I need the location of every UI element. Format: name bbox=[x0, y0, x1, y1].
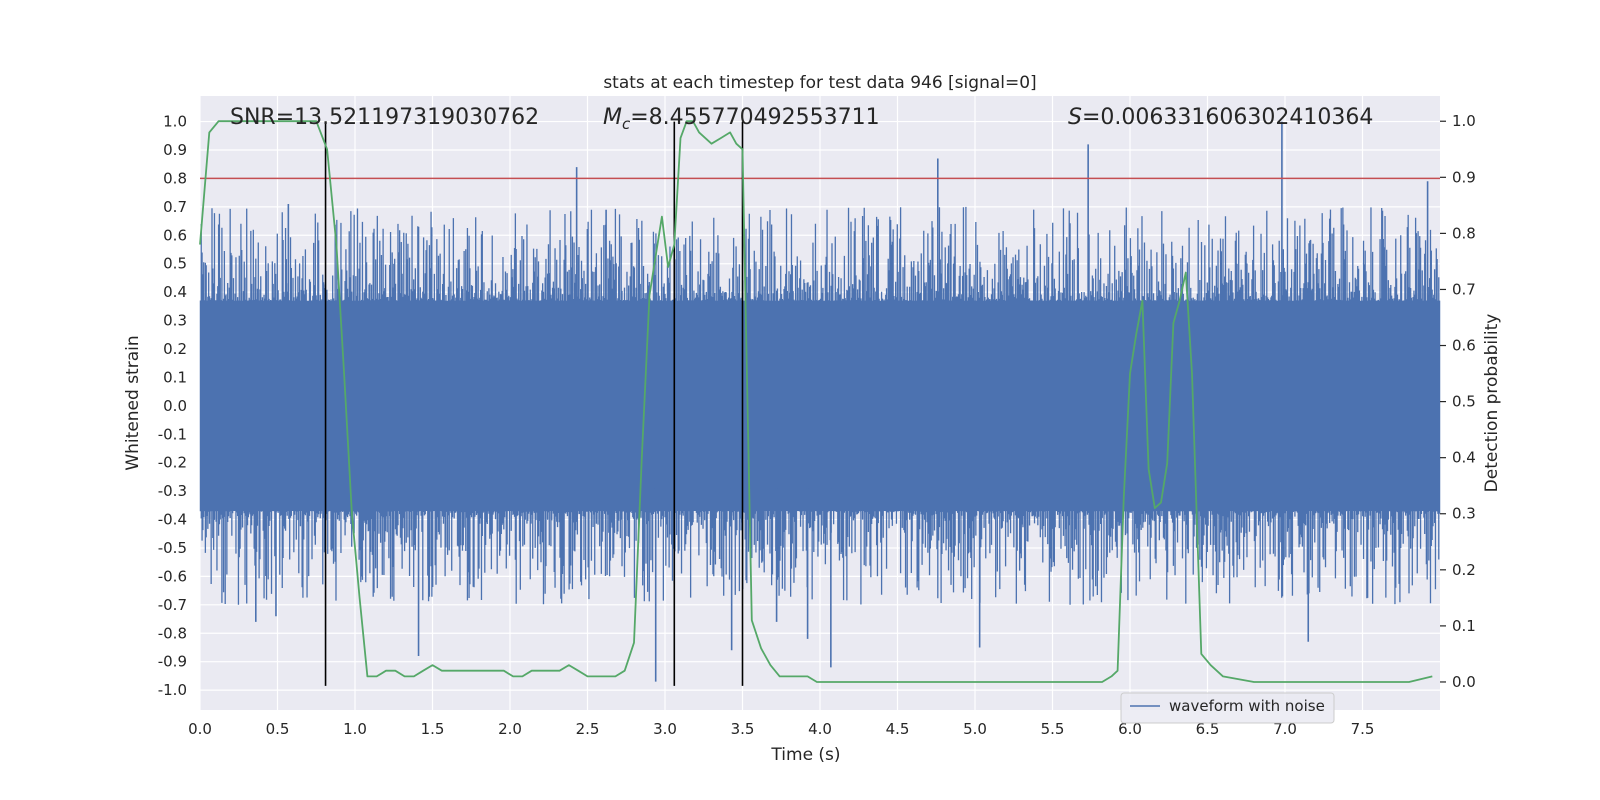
s-symbol: S bbox=[1068, 105, 1082, 130]
s-annotation: S=0.006331606302410364 bbox=[1068, 105, 1373, 130]
y-tick-label: -1.0 bbox=[158, 681, 187, 699]
y-tick-label: 1.0 bbox=[163, 113, 187, 131]
y2-tick-label: 0.4 bbox=[1452, 449, 1476, 467]
probability-series bbox=[199, 120, 1433, 683]
x-tick-label: 7.5 bbox=[1351, 720, 1375, 738]
y-tick-label: 0.5 bbox=[163, 255, 187, 273]
legend-box bbox=[1120, 692, 1335, 724]
y-tick-label: -0.8 bbox=[158, 624, 187, 642]
y2-tick-label: 0.6 bbox=[1452, 337, 1476, 355]
x-tick-label: 1.5 bbox=[421, 720, 445, 738]
y-tick-label: 0.4 bbox=[163, 283, 187, 301]
y2-tick-label: 0.8 bbox=[1452, 224, 1476, 242]
probability-line bbox=[199, 120, 1433, 683]
x-tick-label: 4.0 bbox=[808, 720, 832, 738]
y2-tick-label: 1.0 bbox=[1452, 112, 1476, 130]
y-tick-label: -0.3 bbox=[158, 482, 187, 500]
x-tick-label: 0.5 bbox=[266, 720, 290, 738]
y2-tick-label: 0.7 bbox=[1452, 280, 1476, 298]
y-tick-label: 0.9 bbox=[163, 141, 187, 159]
x-tick-label: 1.0 bbox=[343, 720, 367, 738]
y2-axis-label: Detection probability bbox=[1482, 314, 1502, 493]
y2-tick-label: 0.9 bbox=[1452, 168, 1476, 186]
y2-axis-ticks: 0.0 0.1 0.2 0.3 0.4 0.5 0.6 0.7 0.8 0.9 1.0 bbox=[1440, 112, 1476, 691]
y2-tick-label: 0.5 bbox=[1452, 393, 1476, 411]
y2-tick-label: 0.3 bbox=[1452, 505, 1476, 523]
x-tick-label: 7.0 bbox=[1273, 720, 1297, 738]
legend: waveform with noise bbox=[1120, 692, 1335, 724]
chart-title: stats at each timestep for test data 946… bbox=[603, 73, 1036, 93]
x-tick-label: 5.0 bbox=[963, 720, 987, 738]
chirp-mass-annotation: Mc=8.455770492553711 bbox=[603, 105, 880, 133]
chirp-mass-value: =8.455770492553711 bbox=[630, 105, 879, 130]
y-axis-ticks: -1.0 -0.9 -0.8 -0.7 -0.6 -0.5 -0.4 -0.3 -0.2 -0.1… bbox=[158, 113, 187, 700]
x-tick-label: 4.5 bbox=[886, 720, 910, 738]
x-tick-label: 2.5 bbox=[576, 720, 600, 738]
x-tick-label: 6.0 bbox=[1118, 720, 1142, 738]
y-tick-label: -0.2 bbox=[158, 454, 187, 472]
snr-annotation: SNR=13.521197319030762 bbox=[230, 105, 539, 130]
x-tick-label: 3.0 bbox=[653, 720, 677, 738]
y-axis-label: Whitened strain bbox=[123, 335, 143, 470]
y-tick-label: 0.1 bbox=[163, 368, 187, 386]
y2-tick-label: 0.1 bbox=[1452, 617, 1476, 635]
y-tick-label: 0.6 bbox=[163, 226, 187, 244]
y-tick-label: 0.2 bbox=[163, 340, 187, 358]
x-axis-label: Time (s) bbox=[770, 745, 840, 765]
s-value: =0.006331606302410364 bbox=[1082, 105, 1373, 130]
y-tick-label: 0.8 bbox=[163, 169, 187, 187]
y2-tick-label: 0.0 bbox=[1452, 673, 1476, 691]
legend-label: waveform with noise bbox=[1169, 697, 1325, 715]
x-tick-label: 3.5 bbox=[731, 720, 755, 738]
y-tick-label: 0.0 bbox=[163, 397, 187, 415]
y-tick-label: -0.6 bbox=[158, 567, 187, 585]
y2-tick-label: 0.2 bbox=[1452, 561, 1476, 579]
waveform-series bbox=[199, 121, 1441, 682]
x-axis-ticks: 0.0 0.5 1.0 1.5 2.0 2.5 3.0 3.5 4.0 4.5 5.0 5.5 6.0 6… bbox=[188, 720, 1374, 738]
y-tick-label: 0.3 bbox=[163, 312, 187, 330]
y-tick-label: -0.9 bbox=[158, 653, 187, 671]
chirp-mass-subscript: c bbox=[622, 115, 631, 133]
y-tick-label: 0.7 bbox=[163, 198, 187, 216]
chirp-mass-symbol: M bbox=[603, 105, 622, 130]
x-tick-label: 0.0 bbox=[188, 720, 212, 738]
y-tick-label: -0.4 bbox=[158, 511, 187, 529]
x-tick-label: 6.5 bbox=[1196, 720, 1220, 738]
x-tick-label: 5.5 bbox=[1041, 720, 1065, 738]
y-tick-label: -0.1 bbox=[158, 425, 187, 443]
waveform-core bbox=[200, 323, 1440, 489]
vertical-markers bbox=[324, 121, 744, 686]
x-tick-label: 2.0 bbox=[498, 720, 522, 738]
y-tick-label: -0.5 bbox=[158, 539, 187, 557]
y-tick-label: -0.7 bbox=[158, 596, 187, 614]
